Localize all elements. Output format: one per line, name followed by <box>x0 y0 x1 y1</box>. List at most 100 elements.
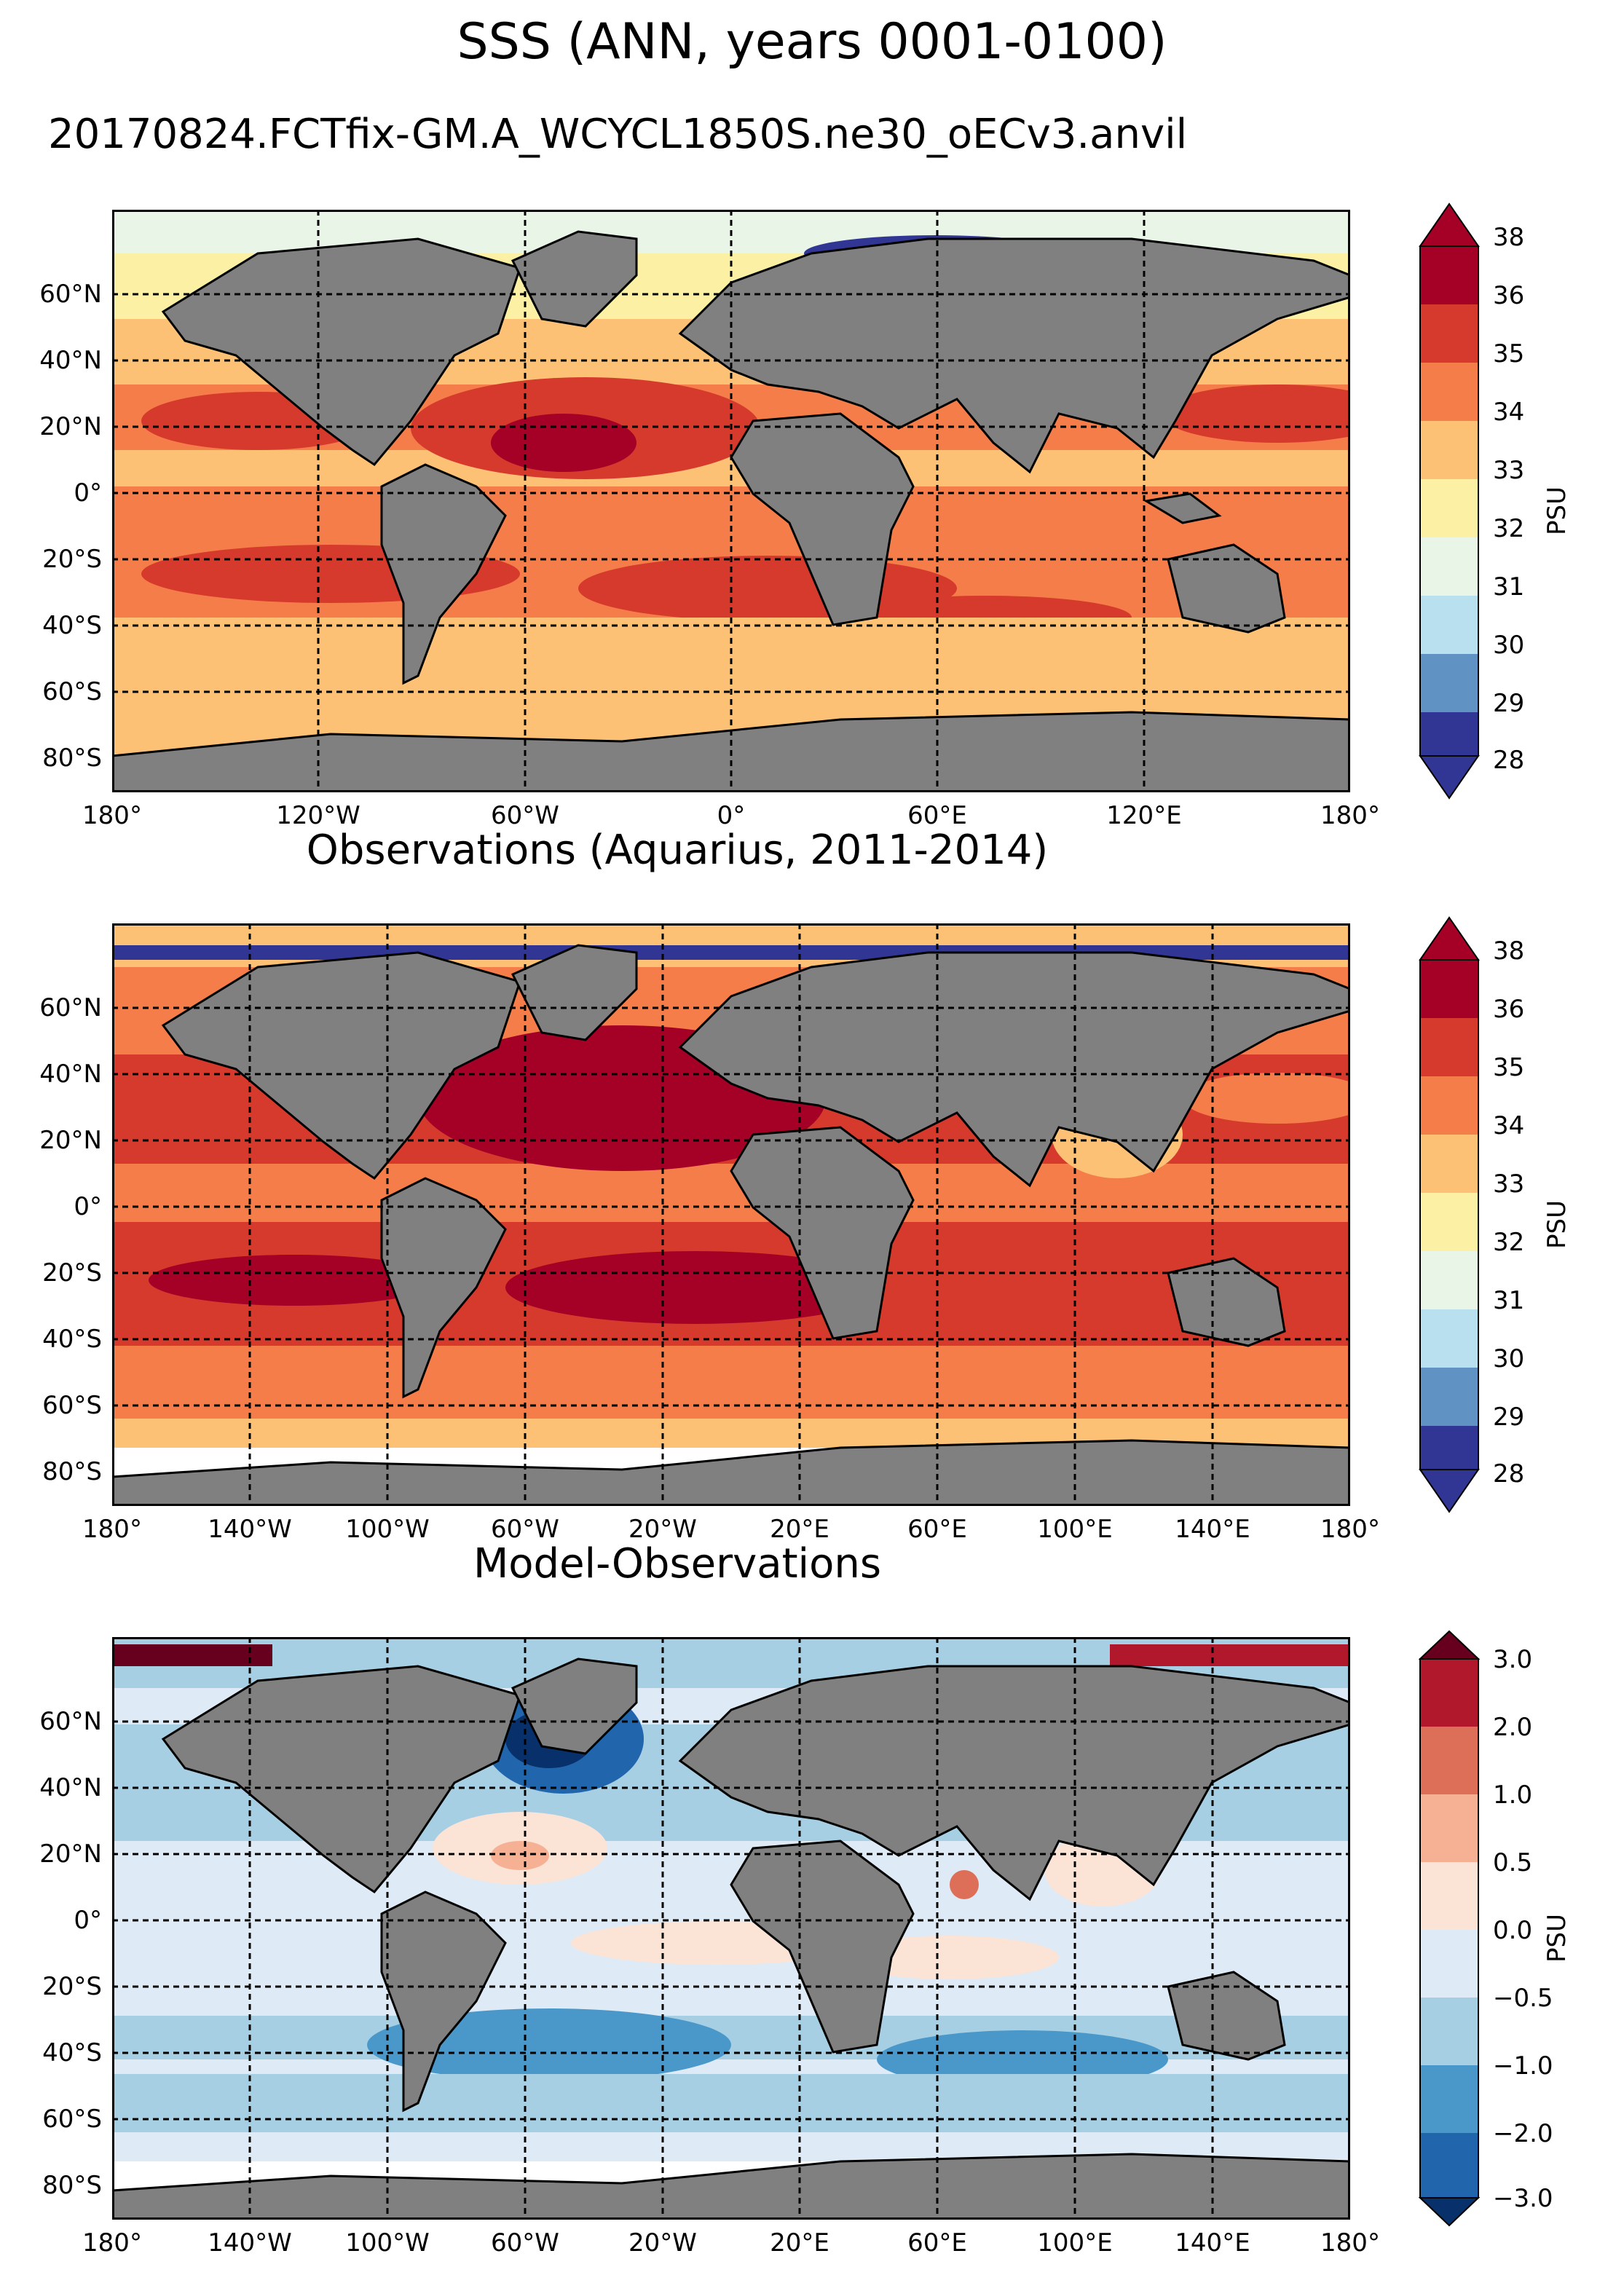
colorbar-tick: 0.0 <box>1493 1916 1533 1945</box>
lat-tick: 60°N <box>39 280 102 309</box>
lat-tick: 40°N <box>39 1060 102 1089</box>
colorbar-model <box>1419 202 1480 800</box>
colorbar-tick: 36 <box>1493 281 1525 310</box>
colorbar-tick: 31 <box>1493 1286 1525 1315</box>
lon-tick: 20°E <box>770 2228 829 2258</box>
lon-tick: 60°E <box>907 1515 967 1544</box>
lon-tick: 120°E <box>1106 801 1182 830</box>
colorbar-tick: 33 <box>1493 456 1525 485</box>
lat-tick: 60°S <box>42 677 102 706</box>
colorbar-tick: 28 <box>1493 746 1525 775</box>
colorbar-tick: 34 <box>1493 1111 1525 1140</box>
lat-tick: 20°N <box>39 1126 102 1155</box>
lon-tick: 0° <box>717 801 746 830</box>
gridlines <box>112 210 1350 792</box>
lon-tick: 120°W <box>276 801 360 830</box>
figure-title: SSS (ANN, years 0001-0100) <box>457 13 1167 71</box>
lon-tick: 100°E <box>1037 1515 1113 1544</box>
colorbar-label: PSU <box>1542 1914 1572 1963</box>
lat-tick: 20°N <box>39 1840 102 1869</box>
colorbar-difference <box>1419 1630 1480 2227</box>
lon-tick: 20°E <box>770 1515 829 1544</box>
lon-tick: 60°W <box>491 1515 559 1544</box>
lat-tick: 20°S <box>42 1258 102 1288</box>
land-masses <box>112 1657 1350 2220</box>
map-observations <box>112 923 1350 1506</box>
map-difference-svg <box>112 1637 1350 2220</box>
lat-tick: 60°S <box>42 1391 102 1420</box>
figure-subtitle: 20170824.FCTfix-GM.A_WCYCL1850S.ne30_oEC… <box>48 111 1188 158</box>
colorbar-tick: 32 <box>1493 514 1525 543</box>
lon-tick: 140°W <box>208 2228 292 2258</box>
lon-tick: 100°W <box>345 1515 430 1544</box>
lat-tick: 40°N <box>39 346 102 375</box>
lon-tick: 180° <box>1320 1515 1380 1544</box>
lon-tick: 140°E <box>1175 1515 1250 1544</box>
lon-tick: 180° <box>1320 801 1380 830</box>
colorbar-tick: 28 <box>1493 1459 1525 1489</box>
lon-tick: 100°E <box>1037 2228 1113 2258</box>
colorbar-tick: −3.0 <box>1493 2184 1553 2213</box>
gridlines <box>112 1637 1350 2220</box>
land-masses <box>112 944 1350 1506</box>
colorbar-tick: 33 <box>1493 1170 1525 1199</box>
map-difference <box>112 1637 1350 2220</box>
lon-tick: 60°E <box>907 801 967 830</box>
colorbar-tick: 29 <box>1493 1403 1525 1432</box>
colorbar-tick: −2.0 <box>1493 2119 1553 2148</box>
colorbar-tick: 3.0 <box>1493 1645 1533 1674</box>
colorbar-tick: 36 <box>1493 995 1525 1024</box>
colorbar-tick: 1.0 <box>1493 1781 1533 1810</box>
colorbar-tick: 2.0 <box>1493 1713 1533 1742</box>
lon-tick: 20°W <box>628 1515 697 1544</box>
colorbar-tick: 38 <box>1493 223 1525 252</box>
colorbar-label: PSU <box>1542 1200 1572 1249</box>
lat-tick: 0° <box>74 1906 102 1935</box>
map-observations-svg <box>112 923 1350 1506</box>
lon-tick: 180° <box>82 1515 142 1544</box>
lon-tick: 180° <box>82 2228 142 2258</box>
colorbar-tick: 30 <box>1493 631 1525 660</box>
colorbar-tick: 38 <box>1493 937 1525 966</box>
map-model-svg <box>112 210 1350 792</box>
lon-tick: 140°E <box>1175 2228 1250 2258</box>
colorbar-tick: 34 <box>1493 398 1525 427</box>
lat-tick: 60°N <box>39 993 102 1022</box>
panel-title-difference: Model-Observations <box>473 1540 882 1588</box>
lat-tick: 40°S <box>42 611 102 640</box>
lon-tick: 100°W <box>345 2228 430 2258</box>
gridlines <box>112 923 1350 1506</box>
lat-tick: 60°N <box>39 1707 102 1736</box>
lon-tick: 20°W <box>628 2228 697 2258</box>
lat-tick: 0° <box>74 1192 102 1221</box>
lon-tick: 60°W <box>491 801 559 830</box>
lat-tick: 40°S <box>42 1325 102 1354</box>
colorbar-tick: 30 <box>1493 1344 1525 1373</box>
colorbar-label: PSU <box>1542 486 1572 535</box>
colorbar-tick: 29 <box>1493 689 1525 718</box>
lat-tick: 80°S <box>42 744 102 773</box>
lon-tick: 180° <box>82 801 142 830</box>
lat-tick: 20°N <box>39 412 102 441</box>
colorbar-tick: 0.5 <box>1493 1848 1533 1877</box>
lon-tick: 60°W <box>491 2228 559 2258</box>
lat-tick: 40°N <box>39 1773 102 1802</box>
map-model <box>112 210 1350 792</box>
lat-tick: 60°S <box>42 2105 102 2134</box>
lon-tick: 60°E <box>907 2228 967 2258</box>
colorbar-tick: 32 <box>1493 1228 1525 1257</box>
lat-tick: 0° <box>74 478 102 508</box>
lat-tick: 40°S <box>42 2038 102 2067</box>
lat-tick: 20°S <box>42 545 102 574</box>
lat-tick: 80°S <box>42 2171 102 2200</box>
colorbar-tick: 31 <box>1493 572 1525 602</box>
panel-title-observations: Observations (Aquarius, 2011-2014) <box>306 827 1049 874</box>
colorbar-tick: 35 <box>1493 1053 1525 1082</box>
lon-tick: 180° <box>1320 2228 1380 2258</box>
colorbar-tick: −0.5 <box>1493 1984 1553 2013</box>
colorbar-tick: −1.0 <box>1493 2051 1553 2081</box>
lat-tick: 20°S <box>42 1972 102 2001</box>
colorbar-observations <box>1419 916 1480 1513</box>
colorbar-tick: 35 <box>1493 339 1525 368</box>
land-masses <box>112 230 1350 792</box>
